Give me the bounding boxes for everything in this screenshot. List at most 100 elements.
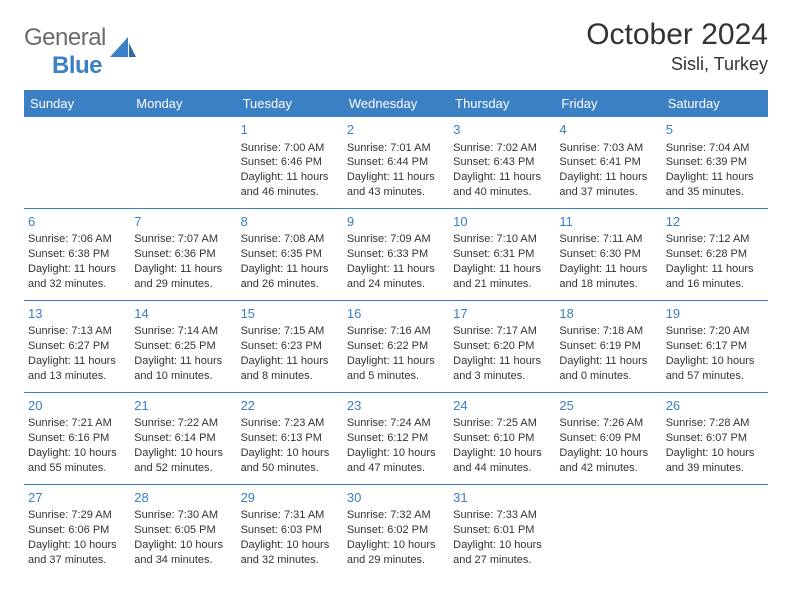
daylight-text: Daylight: 11 hours and 26 minutes. — [241, 262, 339, 292]
day-info: Sunrise: 7:11 AMSunset: 6:30 PMDaylight:… — [559, 232, 657, 291]
daylight-text: Daylight: 11 hours and 10 minutes. — [134, 354, 232, 384]
calendar-cell: 12Sunrise: 7:12 AMSunset: 6:28 PMDayligh… — [662, 208, 768, 300]
calendar-cell: 8Sunrise: 7:08 AMSunset: 6:35 PMDaylight… — [237, 208, 343, 300]
sunrise-text: Sunrise: 7:29 AM — [28, 508, 126, 523]
sunset-text: Sunset: 6:14 PM — [134, 431, 232, 446]
daylight-text: Daylight: 11 hours and 32 minutes. — [28, 262, 126, 292]
day-info: Sunrise: 7:02 AMSunset: 6:43 PMDaylight:… — [453, 141, 551, 200]
calendar-cell: 22Sunrise: 7:23 AMSunset: 6:13 PMDayligh… — [237, 392, 343, 484]
day-number: 17 — [453, 305, 551, 323]
sunset-text: Sunset: 6:41 PM — [559, 155, 657, 170]
daylight-text: Daylight: 11 hours and 16 minutes. — [666, 262, 764, 292]
day-number: 26 — [666, 397, 764, 415]
day-info: Sunrise: 7:08 AMSunset: 6:35 PMDaylight:… — [241, 232, 339, 291]
weekday-header: Sunday — [24, 90, 130, 117]
day-info: Sunrise: 7:04 AMSunset: 6:39 PMDaylight:… — [666, 141, 764, 200]
weekday-header: Saturday — [662, 90, 768, 117]
day-info: Sunrise: 7:15 AMSunset: 6:23 PMDaylight:… — [241, 324, 339, 383]
daylight-text: Daylight: 11 hours and 18 minutes. — [559, 262, 657, 292]
daylight-text: Daylight: 10 hours and 57 minutes. — [666, 354, 764, 384]
calendar-row: 27Sunrise: 7:29 AMSunset: 6:06 PMDayligh… — [24, 484, 768, 575]
logo-word-general: General — [24, 24, 106, 51]
calendar-cell: 20Sunrise: 7:21 AMSunset: 6:16 PMDayligh… — [24, 392, 130, 484]
day-number: 5 — [666, 121, 764, 139]
daylight-text: Daylight: 10 hours and 42 minutes. — [559, 446, 657, 476]
day-number: 30 — [347, 489, 445, 507]
sunrise-text: Sunrise: 7:08 AM — [241, 232, 339, 247]
sunset-text: Sunset: 6:03 PM — [241, 523, 339, 538]
day-number: 9 — [347, 213, 445, 231]
daylight-text: Daylight: 10 hours and 32 minutes. — [241, 538, 339, 568]
day-number: 8 — [241, 213, 339, 231]
sunset-text: Sunset: 6:31 PM — [453, 247, 551, 262]
sunset-text: Sunset: 6:23 PM — [241, 339, 339, 354]
day-number: 23 — [347, 397, 445, 415]
sunrise-text: Sunrise: 7:09 AM — [347, 232, 445, 247]
day-info: Sunrise: 7:32 AMSunset: 6:02 PMDaylight:… — [347, 508, 445, 567]
day-info: Sunrise: 7:14 AMSunset: 6:25 PMDaylight:… — [134, 324, 232, 383]
day-info: Sunrise: 7:10 AMSunset: 6:31 PMDaylight:… — [453, 232, 551, 291]
calendar-cell: . — [130, 117, 236, 208]
sunset-text: Sunset: 6:07 PM — [666, 431, 764, 446]
day-info: Sunrise: 7:23 AMSunset: 6:13 PMDaylight:… — [241, 416, 339, 475]
sunrise-text: Sunrise: 7:07 AM — [134, 232, 232, 247]
day-info: Sunrise: 7:12 AMSunset: 6:28 PMDaylight:… — [666, 232, 764, 291]
sunset-text: Sunset: 6:09 PM — [559, 431, 657, 446]
sunrise-text: Sunrise: 7:22 AM — [134, 416, 232, 431]
day-info: Sunrise: 7:30 AMSunset: 6:05 PMDaylight:… — [134, 508, 232, 567]
calendar-cell: 9Sunrise: 7:09 AMSunset: 6:33 PMDaylight… — [343, 208, 449, 300]
logo-sail-icon — [110, 37, 136, 64]
sunset-text: Sunset: 6:01 PM — [453, 523, 551, 538]
day-number: 16 — [347, 305, 445, 323]
sunset-text: Sunset: 6:05 PM — [134, 523, 232, 538]
sunset-text: Sunset: 6:13 PM — [241, 431, 339, 446]
sunrise-text: Sunrise: 7:25 AM — [453, 416, 551, 431]
daylight-text: Daylight: 10 hours and 29 minutes. — [347, 538, 445, 568]
daylight-text: Daylight: 11 hours and 35 minutes. — [666, 170, 764, 200]
sunrise-text: Sunrise: 7:04 AM — [666, 141, 764, 156]
day-info: Sunrise: 7:29 AMSunset: 6:06 PMDaylight:… — [28, 508, 126, 567]
calendar-cell: 2Sunrise: 7:01 AMSunset: 6:44 PMDaylight… — [343, 117, 449, 208]
sunset-text: Sunset: 6:27 PM — [28, 339, 126, 354]
day-info: Sunrise: 7:09 AMSunset: 6:33 PMDaylight:… — [347, 232, 445, 291]
day-info: Sunrise: 7:31 AMSunset: 6:03 PMDaylight:… — [241, 508, 339, 567]
sunset-text: Sunset: 6:25 PM — [134, 339, 232, 354]
day-info: Sunrise: 7:20 AMSunset: 6:17 PMDaylight:… — [666, 324, 764, 383]
sunrise-text: Sunrise: 7:01 AM — [347, 141, 445, 156]
title-block: October 2024 Sisli, Turkey — [586, 18, 768, 75]
sunrise-text: Sunrise: 7:18 AM — [559, 324, 657, 339]
sunrise-text: Sunrise: 7:20 AM — [666, 324, 764, 339]
sunset-text: Sunset: 6:02 PM — [347, 523, 445, 538]
day-number: 28 — [134, 489, 232, 507]
day-info: Sunrise: 7:00 AMSunset: 6:46 PMDaylight:… — [241, 141, 339, 200]
daylight-text: Daylight: 11 hours and 13 minutes. — [28, 354, 126, 384]
calendar-cell: 23Sunrise: 7:24 AMSunset: 6:12 PMDayligh… — [343, 392, 449, 484]
daylight-text: Daylight: 11 hours and 0 minutes. — [559, 354, 657, 384]
calendar-cell: 26Sunrise: 7:28 AMSunset: 6:07 PMDayligh… — [662, 392, 768, 484]
sunset-text: Sunset: 6:16 PM — [28, 431, 126, 446]
daylight-text: Daylight: 10 hours and 44 minutes. — [453, 446, 551, 476]
sunrise-text: Sunrise: 7:06 AM — [28, 232, 126, 247]
daylight-text: Daylight: 10 hours and 27 minutes. — [453, 538, 551, 568]
sunrise-text: Sunrise: 7:28 AM — [666, 416, 764, 431]
calendar-cell: 4Sunrise: 7:03 AMSunset: 6:41 PMDaylight… — [555, 117, 661, 208]
day-info: Sunrise: 7:07 AMSunset: 6:36 PMDaylight:… — [134, 232, 232, 291]
daylight-text: Daylight: 10 hours and 34 minutes. — [134, 538, 232, 568]
sunset-text: Sunset: 6:22 PM — [347, 339, 445, 354]
day-number: 20 — [28, 397, 126, 415]
day-number: 7 — [134, 213, 232, 231]
day-number: 1 — [241, 121, 339, 139]
calendar-cell: 19Sunrise: 7:20 AMSunset: 6:17 PMDayligh… — [662, 300, 768, 392]
sunset-text: Sunset: 6:44 PM — [347, 155, 445, 170]
sunset-text: Sunset: 6:19 PM — [559, 339, 657, 354]
calendar-cell: 10Sunrise: 7:10 AMSunset: 6:31 PMDayligh… — [449, 208, 555, 300]
sunrise-text: Sunrise: 7:24 AM — [347, 416, 445, 431]
weekday-header: Friday — [555, 90, 661, 117]
sunrise-text: Sunrise: 7:11 AM — [559, 232, 657, 247]
sunset-text: Sunset: 6:30 PM — [559, 247, 657, 262]
calendar-row: ..1Sunrise: 7:00 AMSunset: 6:46 PMDaylig… — [24, 117, 768, 208]
day-number: 2 — [347, 121, 445, 139]
day-number: 11 — [559, 213, 657, 231]
month-title: October 2024 — [586, 18, 768, 52]
sunset-text: Sunset: 6:36 PM — [134, 247, 232, 262]
